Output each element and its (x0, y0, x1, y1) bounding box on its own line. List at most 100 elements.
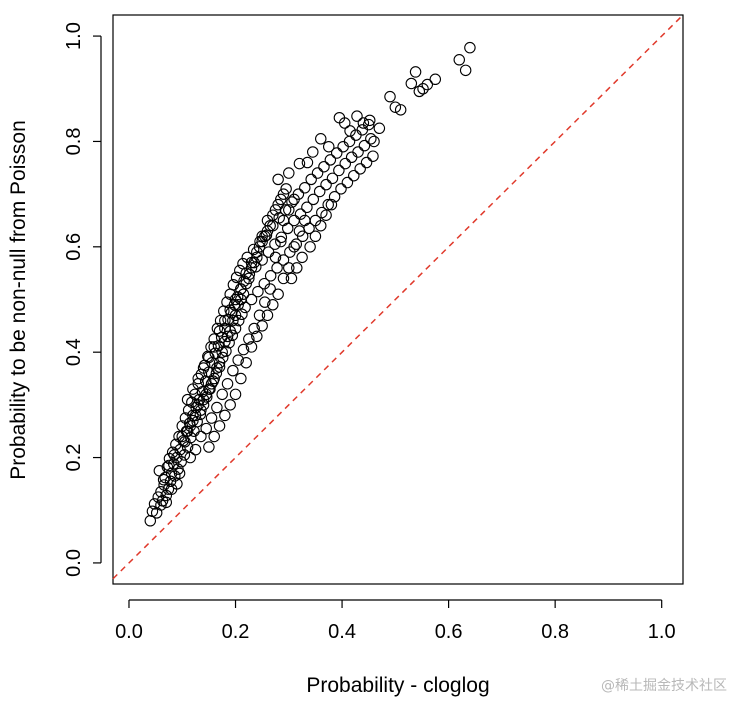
data-point (210, 367, 223, 380)
data-point (464, 41, 476, 54)
data-point (277, 188, 290, 200)
data-point (205, 378, 218, 390)
data-point (267, 299, 279, 311)
data-point (157, 473, 170, 486)
data-point (240, 356, 252, 369)
data-point (197, 393, 210, 406)
data-point (216, 346, 228, 358)
data-point (245, 256, 258, 269)
data-point (315, 219, 327, 232)
data-point (362, 118, 375, 131)
data-point (389, 101, 402, 113)
data-point (195, 404, 207, 416)
data-point (304, 241, 316, 253)
data-point (288, 241, 300, 253)
data-point (264, 270, 277, 282)
data-point (311, 167, 324, 179)
data-point (191, 415, 203, 428)
data-point (203, 351, 215, 364)
data-point (256, 230, 268, 243)
data-point (208, 430, 220, 443)
data-point (261, 214, 274, 227)
data-point (373, 122, 386, 135)
data-point (187, 383, 199, 395)
data-point (405, 77, 418, 90)
data-point (296, 251, 308, 264)
data-point (171, 478, 183, 490)
watermark-text: @稀土掘金技术社区 (601, 678, 727, 694)
data-points (144, 41, 476, 527)
data-point (348, 169, 360, 182)
data-point (184, 420, 196, 432)
data-point (277, 272, 290, 285)
data-point (272, 173, 284, 186)
data-point (330, 147, 343, 159)
data-point (219, 314, 231, 327)
data-point (203, 441, 215, 453)
data-point (320, 209, 332, 221)
data-point (213, 356, 226, 369)
data-point (326, 172, 339, 185)
data-point (283, 262, 295, 274)
data-point (243, 272, 255, 285)
data-point (283, 167, 295, 179)
data-point (259, 296, 271, 308)
data-point (290, 238, 303, 250)
data-point (394, 104, 407, 116)
data-point (232, 299, 244, 311)
data-point (229, 388, 242, 401)
data-point (277, 254, 290, 266)
data-point (459, 64, 472, 77)
data-point (313, 185, 326, 198)
data-point (417, 83, 429, 95)
data-point (251, 246, 263, 258)
x-tick-label: 0.4 (328, 621, 356, 643)
data-point (264, 283, 276, 295)
data-point (189, 443, 202, 456)
data-point (344, 125, 356, 137)
data-point (227, 314, 239, 327)
data-point (259, 230, 271, 243)
data-point (293, 225, 306, 237)
data-point (261, 309, 274, 322)
data-point (318, 160, 330, 173)
data-point (152, 491, 165, 503)
data-point (197, 399, 210, 411)
y-tick-label: 1.0 (63, 22, 85, 50)
data-point (148, 498, 161, 510)
data-point (299, 182, 311, 194)
data-point (328, 191, 341, 203)
data-point (429, 73, 442, 86)
data-point (301, 156, 314, 169)
data-point (409, 66, 422, 78)
data-point (325, 198, 338, 211)
data-point (187, 409, 199, 422)
data-point (299, 214, 311, 227)
data-point (307, 146, 319, 158)
data-point (272, 198, 284, 211)
reference-line (112, 14, 684, 580)
data-point (251, 330, 263, 343)
data-point (269, 251, 282, 264)
data-point (288, 214, 300, 227)
x-axis: 0.0 0.2 0.4 0.6 0.8 1.0 (115, 599, 676, 643)
data-point (223, 336, 235, 349)
plot-frame (112, 14, 684, 585)
data-point (275, 231, 288, 244)
data-point (322, 140, 335, 153)
data-point (354, 163, 366, 175)
data-point (364, 114, 376, 127)
data-point (179, 435, 191, 448)
data-point (256, 235, 268, 248)
data-point (280, 183, 292, 195)
data-point (341, 176, 354, 189)
data-point (421, 78, 434, 91)
y-tick-label: 0.8 (63, 128, 85, 156)
y-axis: 0.0 0.2 0.4 0.6 0.8 1.0 (63, 22, 102, 577)
data-point (184, 451, 196, 464)
data-point (213, 420, 226, 432)
x-axis-label: Probability - cloglog (306, 674, 489, 697)
x-tick-label: 0.6 (435, 621, 463, 643)
data-point (181, 425, 194, 437)
data-point (368, 135, 380, 148)
